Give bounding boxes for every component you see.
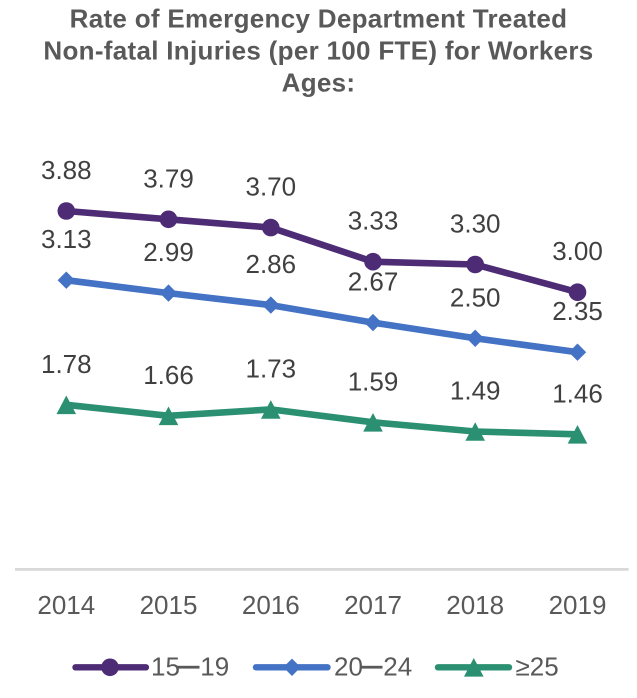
svg-text:3.88: 3.88: [41, 155, 92, 185]
svg-text:3.30: 3.30: [450, 209, 501, 239]
svg-text:2.50: 2.50: [450, 282, 501, 312]
svg-text:Rate of Emergency Department T: Rate of Emergency Department Treated: [70, 3, 568, 33]
svg-text:15: 15: [151, 651, 180, 681]
svg-text:≥25: ≥25: [516, 651, 559, 681]
svg-text:1.78: 1.78: [41, 349, 92, 379]
svg-text:2015: 2015: [140, 590, 198, 620]
svg-text:1.49: 1.49: [450, 376, 501, 406]
svg-text:Non-fatal Injuries (per 100 FT: Non-fatal Injuries (per 100 FTE) for Wor…: [43, 35, 593, 65]
svg-text:1.73: 1.73: [245, 353, 296, 383]
svg-text:20: 20: [334, 651, 363, 681]
svg-text:3.70: 3.70: [245, 172, 296, 202]
svg-text:2018: 2018: [446, 590, 504, 620]
svg-text:2016: 2016: [242, 590, 300, 620]
svg-text:1.66: 1.66: [143, 360, 194, 390]
svg-text:24: 24: [383, 651, 412, 681]
svg-text:2.35: 2.35: [552, 296, 603, 326]
svg-text:1.46: 1.46: [552, 378, 603, 408]
svg-text:2.67: 2.67: [348, 267, 399, 297]
svg-text:Ages:: Ages:: [282, 67, 356, 97]
svg-text:3.79: 3.79: [143, 163, 194, 193]
svg-text:2014: 2014: [37, 590, 95, 620]
svg-text:2019: 2019: [549, 590, 607, 620]
svg-text:19: 19: [200, 651, 229, 681]
svg-text:2.86: 2.86: [245, 249, 296, 279]
svg-text:3.00: 3.00: [552, 236, 603, 266]
svg-text:3.13: 3.13: [41, 224, 92, 254]
svg-text:1.59: 1.59: [348, 366, 399, 396]
svg-text:3.33: 3.33: [348, 206, 399, 236]
svg-text:2.99: 2.99: [143, 237, 194, 267]
svg-text:2017: 2017: [344, 590, 402, 620]
